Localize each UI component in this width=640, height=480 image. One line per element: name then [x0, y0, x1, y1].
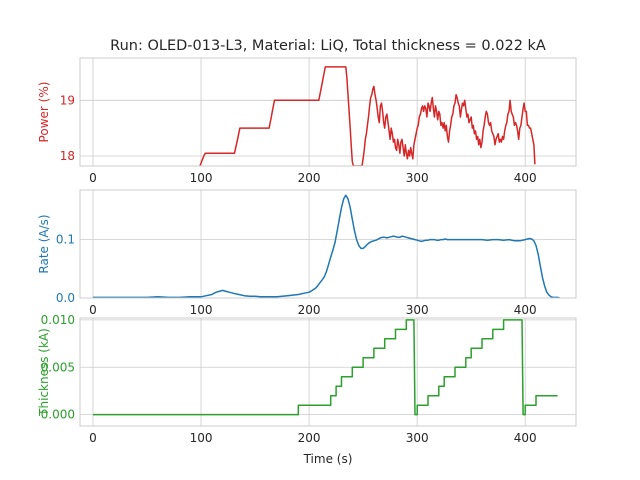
x-axis-label: Time (s) [303, 452, 353, 466]
x-tick-label: 200 [298, 303, 321, 317]
y-tick-label: 0.010 [41, 313, 75, 327]
thickness-series-line [93, 319, 558, 416]
x-tick-label: 0 [89, 431, 97, 445]
rate-series-line [93, 194, 560, 298]
y-tick-label: 0.005 [41, 360, 75, 374]
axes-frame [79, 57, 577, 167]
x-tick-label: 400 [514, 171, 537, 185]
x-tick-label: 100 [190, 431, 213, 445]
x-tick-label: 200 [298, 171, 321, 185]
y-axis-label: Rate (A/s) [37, 214, 51, 273]
x-tick-label: 0 [89, 303, 97, 317]
x-tick-label: 400 [514, 303, 537, 317]
y-tick-label: 0.000 [41, 408, 75, 422]
y-axis-label: Thickness (kA) [37, 328, 51, 417]
y-tick-label: 0.0 [56, 291, 75, 305]
y-tick-label: 19 [60, 93, 75, 107]
x-tick-label: 200 [298, 431, 321, 445]
x-tick-label: 300 [406, 171, 429, 185]
y-axis-label: Power (%) [37, 82, 51, 143]
x-tick-label: 300 [406, 431, 429, 445]
x-tick-label: 0 [89, 171, 97, 185]
axes-frame [79, 189, 577, 299]
subplot-power: 0 100 200 300 400 18 19 Power (%) [37, 57, 577, 185]
x-tick-label: 300 [406, 303, 429, 317]
axes-frame [79, 317, 577, 427]
x-tick-label: 100 [190, 171, 213, 185]
x-tick-label: 100 [190, 303, 213, 317]
y-tick-label: 18 [60, 149, 75, 163]
subplot-rate: 0 100 200 300 400 0.0 0.1 Rate (A/s) [37, 189, 577, 317]
y-tick-label: 0.1 [56, 233, 75, 247]
chart-title: Run: OLED-013-L3, Material: LiQ, Total t… [110, 38, 546, 54]
x-tick-label: 400 [514, 431, 537, 445]
power-series-line [199, 66, 536, 166]
